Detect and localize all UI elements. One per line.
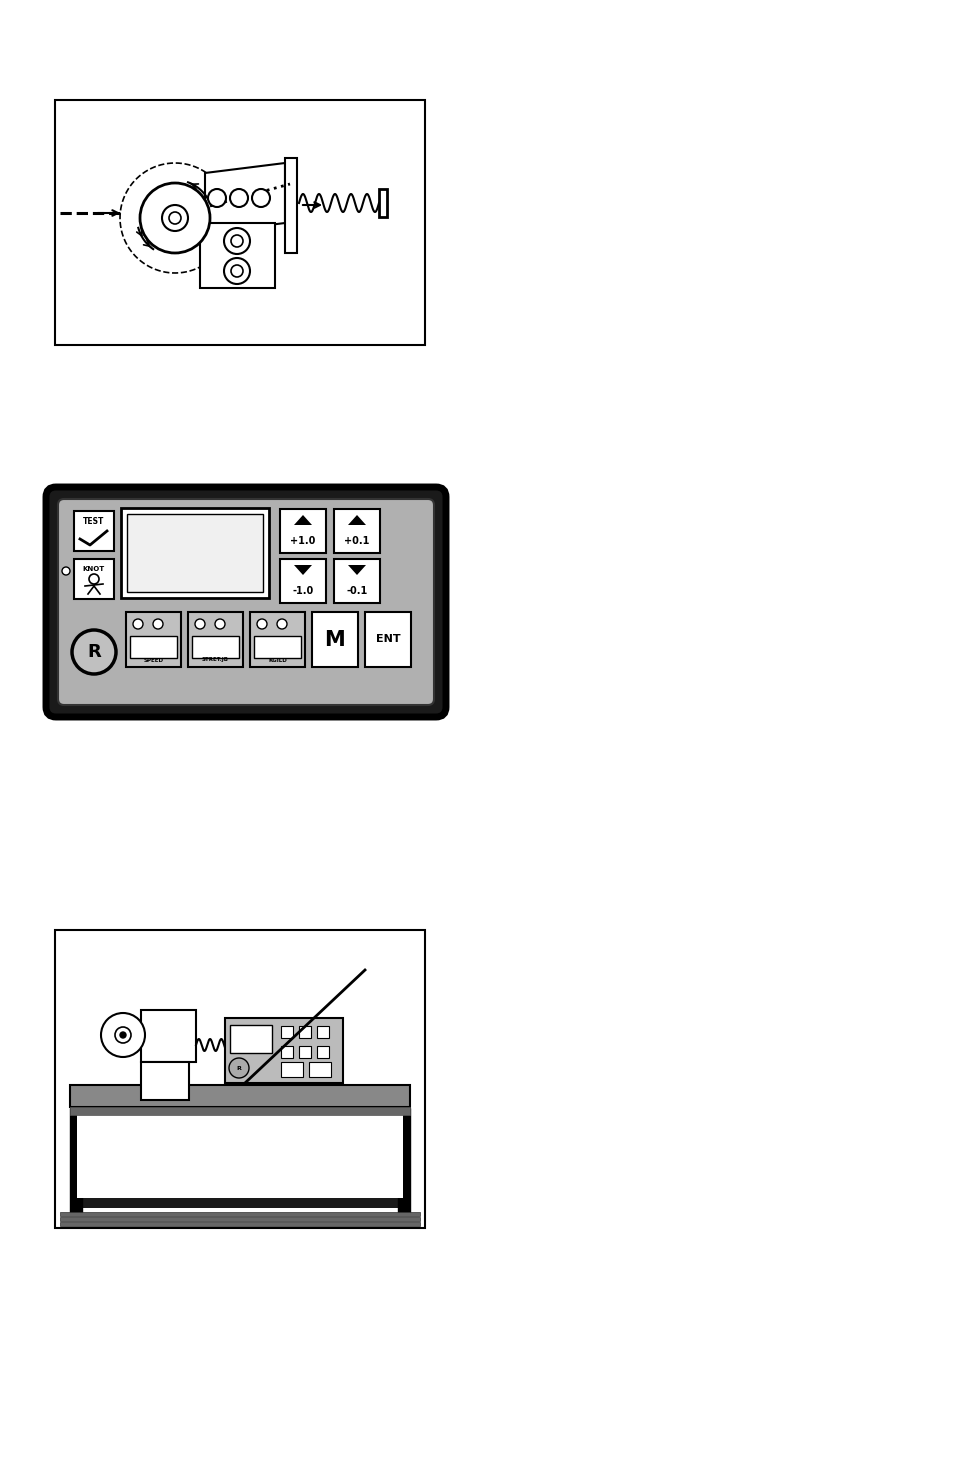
Bar: [127, 513, 263, 591]
Text: R: R: [87, 643, 101, 661]
Bar: [298, 1027, 311, 1038]
Circle shape: [120, 1032, 126, 1038]
Bar: [281, 1046, 293, 1058]
Bar: [298, 1046, 311, 1058]
Bar: [378, 189, 387, 217]
Bar: [309, 1062, 331, 1077]
Bar: [285, 158, 296, 254]
Bar: [225, 1018, 343, 1083]
Circle shape: [152, 620, 163, 628]
Text: R: R: [236, 1065, 241, 1071]
Polygon shape: [348, 565, 366, 575]
Polygon shape: [70, 1105, 410, 1208]
Bar: [70, 1108, 82, 1212]
Bar: [312, 612, 357, 667]
Polygon shape: [205, 164, 285, 233]
Bar: [70, 1086, 410, 1108]
Bar: [126, 612, 181, 667]
Polygon shape: [294, 515, 312, 525]
Circle shape: [208, 189, 226, 207]
Bar: [60, 1217, 419, 1221]
Text: M: M: [324, 630, 345, 649]
Circle shape: [101, 1013, 145, 1058]
Bar: [60, 1212, 419, 1215]
Circle shape: [224, 229, 250, 254]
Text: +0.1: +0.1: [344, 535, 370, 546]
Circle shape: [62, 566, 70, 575]
Bar: [60, 1221, 419, 1226]
Circle shape: [229, 1058, 249, 1078]
Bar: [281, 1027, 293, 1038]
Text: ENT: ENT: [375, 634, 400, 645]
Bar: [316, 1046, 329, 1058]
Bar: [55, 100, 424, 345]
Bar: [253, 636, 301, 658]
Bar: [70, 1108, 410, 1115]
Circle shape: [256, 620, 267, 628]
Bar: [188, 612, 243, 667]
Text: KNOT: KNOT: [83, 566, 105, 572]
Circle shape: [224, 258, 250, 285]
Text: -1.0: -1.0: [292, 586, 314, 596]
Circle shape: [252, 189, 270, 207]
Circle shape: [132, 620, 143, 628]
Bar: [121, 507, 269, 597]
Bar: [74, 559, 113, 599]
Bar: [334, 509, 379, 553]
Circle shape: [140, 183, 210, 254]
Circle shape: [231, 235, 243, 246]
Circle shape: [214, 620, 225, 628]
Bar: [200, 223, 274, 288]
Bar: [281, 1062, 303, 1077]
Polygon shape: [294, 565, 312, 575]
Bar: [250, 612, 305, 667]
Bar: [141, 1010, 195, 1062]
Text: SPEED: SPEED: [143, 658, 163, 662]
Bar: [130, 636, 177, 658]
Circle shape: [231, 266, 243, 277]
Bar: [334, 559, 379, 603]
FancyBboxPatch shape: [58, 499, 434, 705]
Bar: [55, 931, 424, 1229]
Circle shape: [230, 189, 248, 207]
Circle shape: [169, 212, 181, 224]
Bar: [74, 510, 113, 552]
Bar: [397, 1108, 410, 1212]
Circle shape: [276, 620, 287, 628]
Text: -0.1: -0.1: [346, 586, 367, 596]
Text: KGILD: KGILD: [268, 658, 287, 662]
Circle shape: [71, 630, 116, 674]
Bar: [280, 509, 326, 553]
Bar: [141, 1062, 189, 1100]
Polygon shape: [348, 515, 366, 525]
Text: TEST: TEST: [83, 516, 105, 525]
Bar: [192, 636, 239, 658]
Bar: [230, 1025, 272, 1053]
Bar: [280, 559, 326, 603]
Bar: [365, 612, 411, 667]
Circle shape: [115, 1027, 131, 1043]
Bar: [316, 1027, 329, 1038]
Text: +1.0: +1.0: [290, 535, 315, 546]
Text: STRET.JB: STRET.JB: [202, 658, 229, 662]
Circle shape: [194, 620, 205, 628]
Circle shape: [162, 205, 188, 232]
Polygon shape: [77, 1115, 402, 1198]
FancyBboxPatch shape: [46, 487, 446, 717]
